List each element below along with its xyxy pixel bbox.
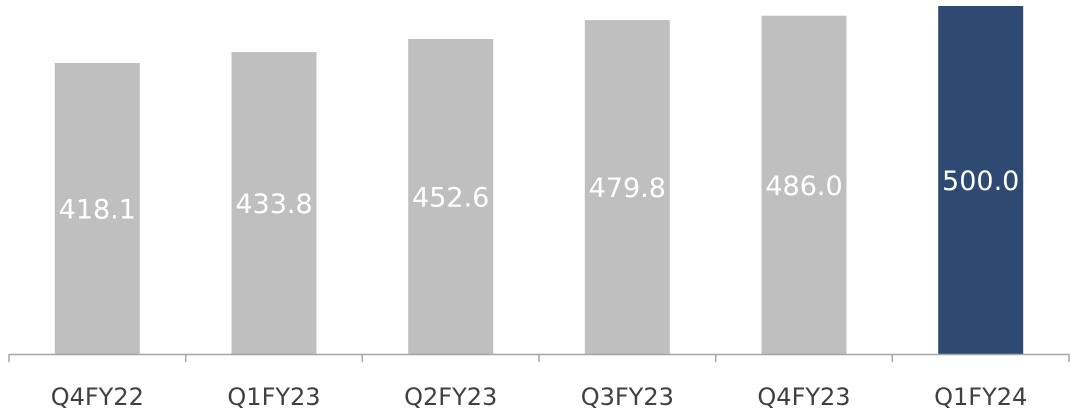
value-label-q4fy23: 486.0	[765, 171, 842, 202]
value-label-q4fy22: 418.1	[59, 195, 136, 226]
value-label-q2fy23: 452.6	[412, 183, 489, 214]
bar-q1fy24	[938, 6, 1024, 354]
category-label-q4fy23: Q4FY23	[757, 383, 850, 411]
category-label-q1fy24: Q1FY24	[934, 383, 1027, 411]
value-label-q1fy24: 500.0	[942, 166, 1019, 197]
category-label-q1fy23: Q1FY23	[227, 383, 320, 411]
bar-q3fy23	[584, 20, 670, 354]
bar-q4fy22	[54, 63, 140, 354]
category-label-q4fy22: Q4FY22	[51, 383, 144, 411]
x-axis	[8, 353, 1070, 362]
value-label-q3fy23: 479.8	[589, 173, 666, 204]
bars-layer	[54, 6, 1024, 354]
bar-q1fy23	[231, 52, 317, 354]
bar-q2fy23	[408, 39, 494, 354]
labels-layer: 418.1 Q4FY22 433.8 Q1FY23 452.6 Q2FY23 479.8 Q3…	[51, 166, 1028, 411]
category-label-q3fy23: Q3FY23	[581, 383, 674, 411]
bar-q4fy23	[761, 15, 847, 354]
value-label-q1fy23: 433.8	[235, 189, 312, 220]
category-label-q2fy23: Q2FY23	[404, 383, 497, 411]
